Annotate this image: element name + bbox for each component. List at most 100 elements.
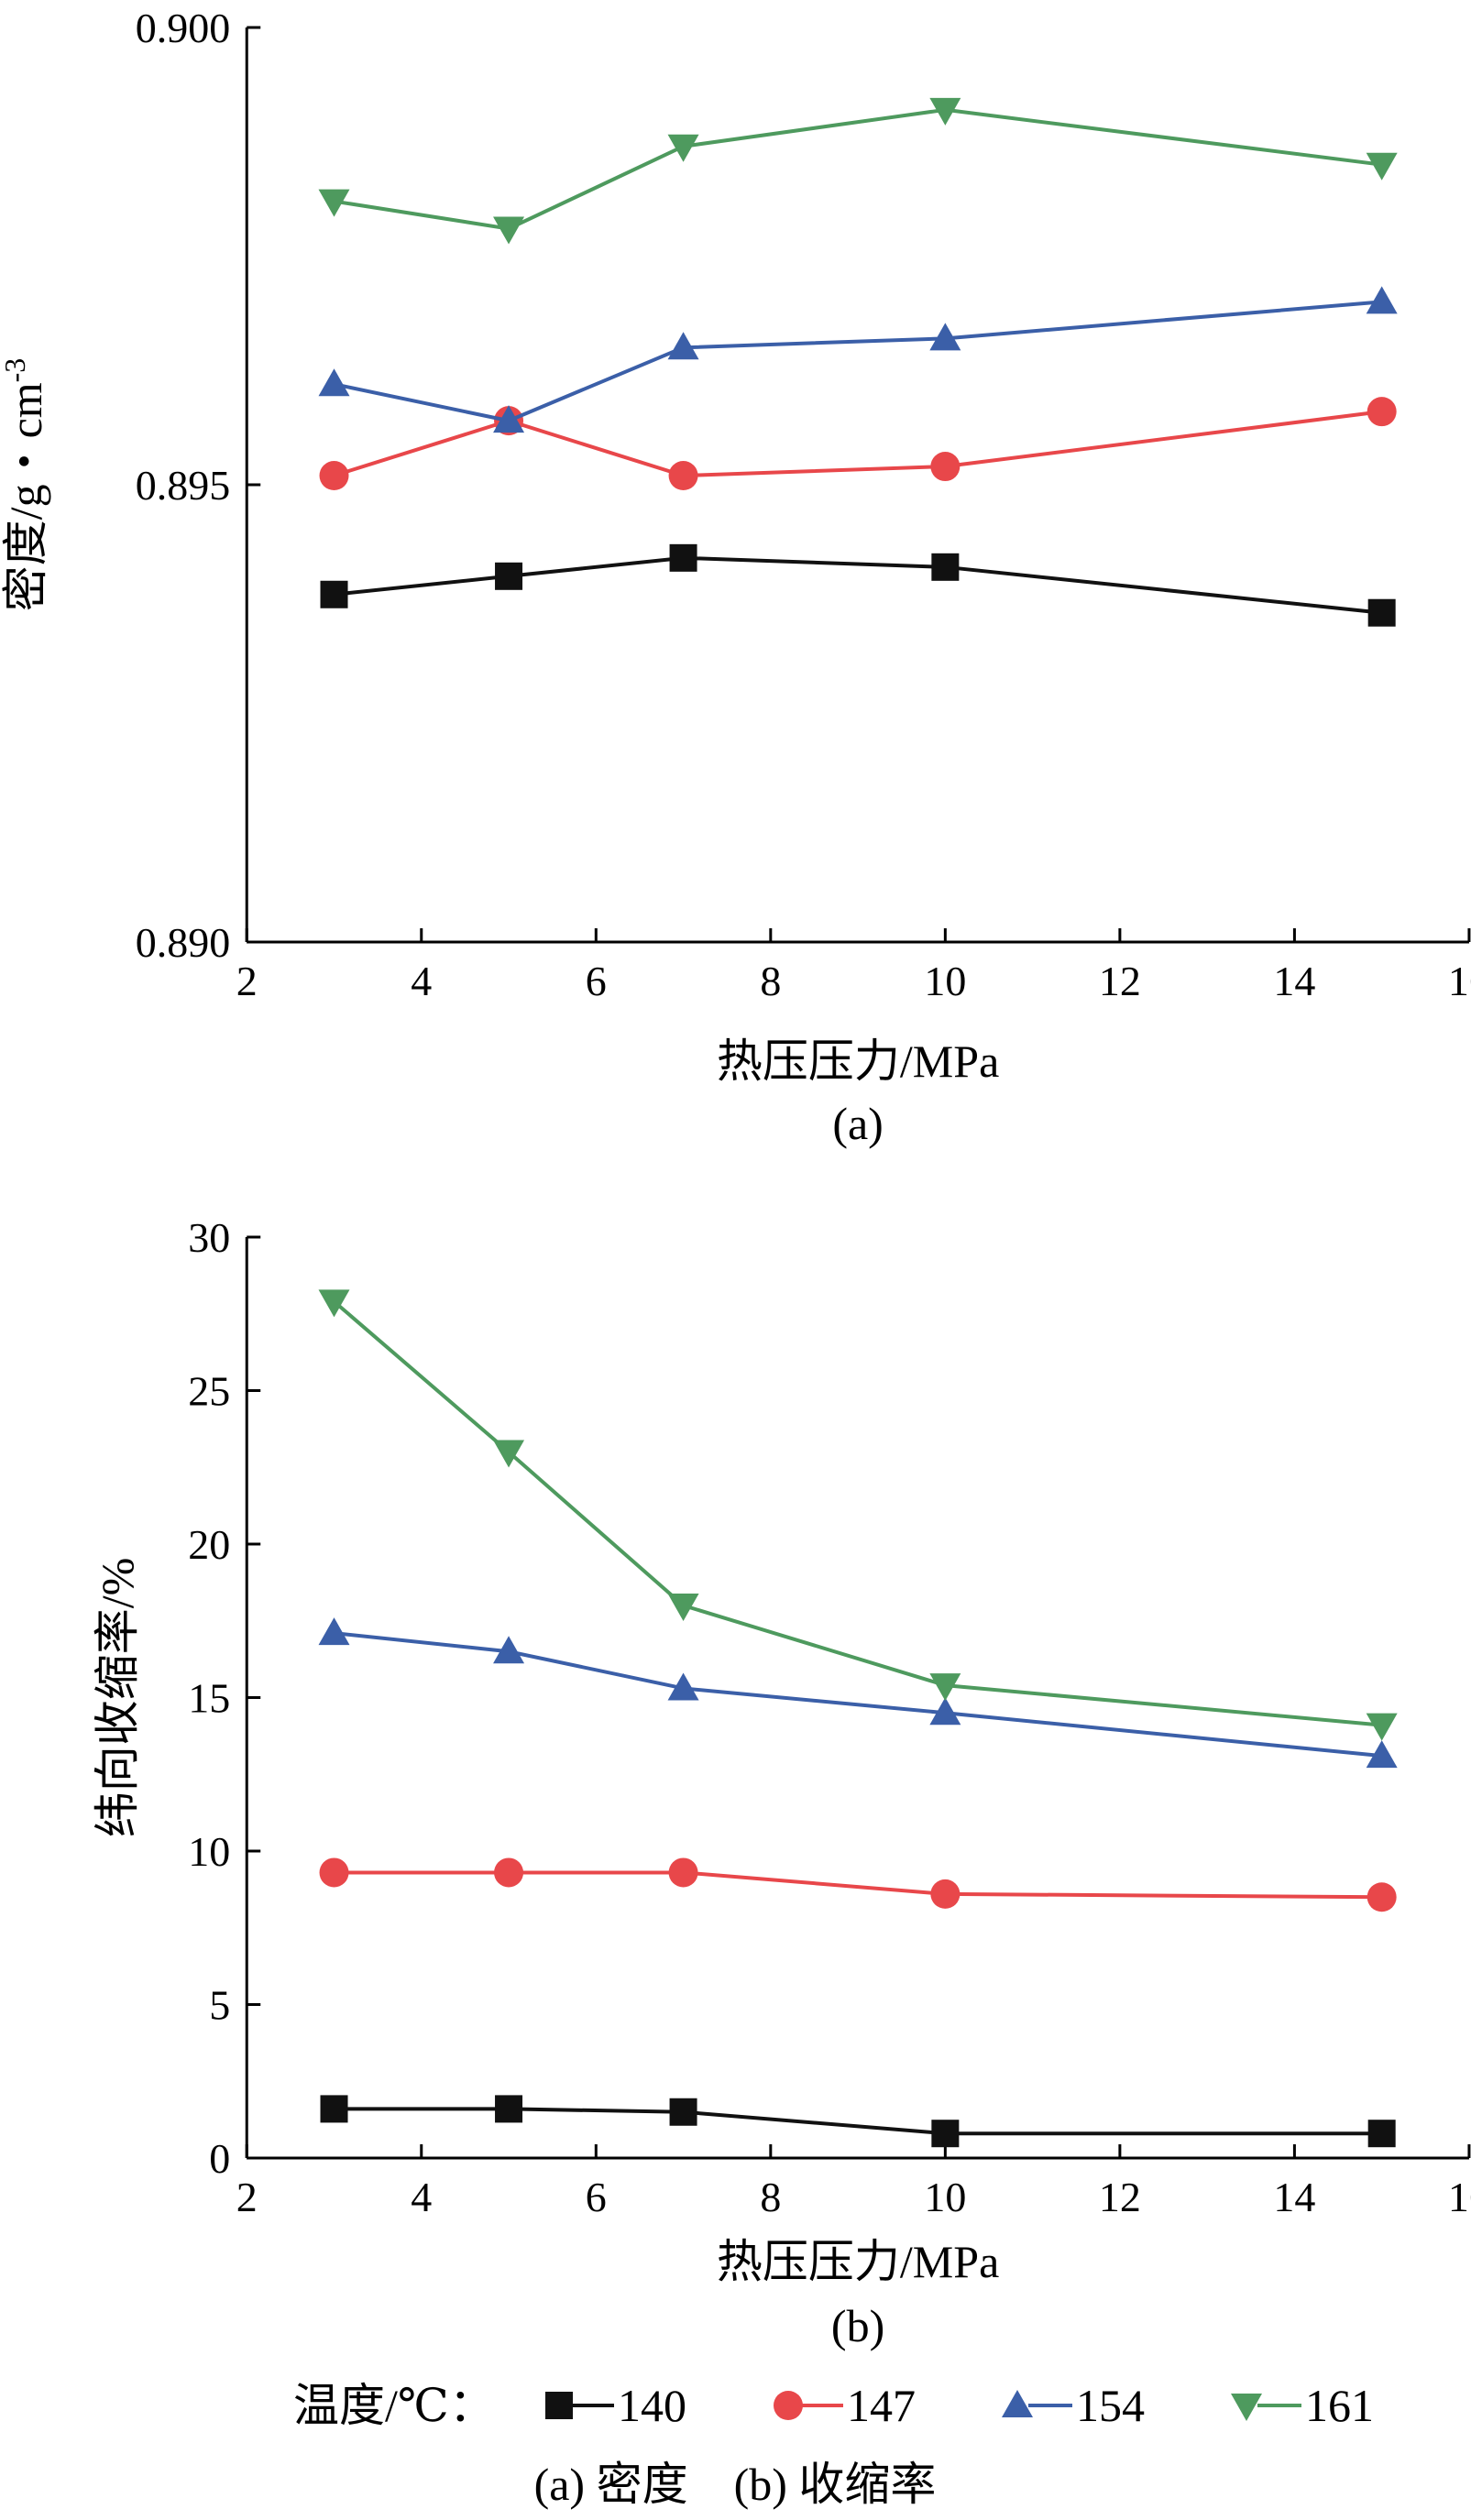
y-axis-title-text: 密度/g・cm (0, 382, 51, 611)
data-point-140 (931, 2120, 960, 2148)
shrinkage-chart-panel: 2 4 6 8 10 12 14 16 0 5 10 15 20 25 30 热压压力/MPa 纬向收缩率/% (… (92, 1214, 1471, 2351)
data-point-154 (493, 405, 525, 433)
data-point-140 (1367, 598, 1396, 627)
data-point-154 (493, 1636, 525, 1664)
data-point-140 (495, 2095, 523, 2123)
series-line-161 (334, 107, 1382, 231)
legend-label-154: 154 (1076, 2380, 1145, 2431)
data-point-147 (668, 1857, 698, 1888)
legend-marker-161 (1231, 2394, 1262, 2421)
series-line-140 (334, 2107, 1382, 2136)
x-tick-label: 10 (924, 2174, 966, 2220)
x-tick-label: 6 (586, 958, 607, 1004)
legend-label-161: 161 (1305, 2380, 1374, 2431)
data-point-140 (669, 543, 697, 572)
x-tick-label: 8 (760, 958, 781, 1004)
density-chart-panel: 2 4 6 8 10 12 14 16 0.890 0.895 0.900 热压压力/MPa 密度/g・… (0, 5, 1471, 1149)
data-point-161 (1366, 1713, 1398, 1741)
data-point-154 (318, 368, 350, 397)
data-point-147 (930, 1879, 961, 1909)
data-point-161 (493, 216, 525, 245)
y-tick-label: 0.895 (136, 462, 231, 509)
data-point-147 (668, 461, 698, 491)
data-point-161 (929, 97, 961, 126)
data-point-140 (320, 2095, 348, 2123)
x-tick-label: 10 (924, 958, 966, 1004)
data-point-154 (667, 332, 699, 360)
y-tick-label: 15 (188, 1675, 230, 1722)
legend-label-140: 140 (618, 2380, 686, 2431)
x-tick-label: 6 (586, 2174, 607, 2220)
data-point-147 (1367, 397, 1397, 427)
legend-label-147: 147 (847, 2380, 916, 2431)
y-axis-title: 纬向收缩率/% (92, 1558, 143, 1838)
data-point-147 (1367, 1882, 1397, 1912)
legend-item-161: 161 (1231, 2380, 1374, 2431)
series-line-154 (334, 300, 1382, 423)
legend-item-154: 154 (1002, 2380, 1145, 2431)
data-point-147 (494, 1857, 524, 1888)
y-axis-title-text: 纬向收缩率/% (92, 1558, 143, 1838)
data-point-154 (1366, 286, 1398, 314)
y-tick-label: 30 (188, 1214, 230, 1261)
series-line-161 (333, 1299, 1382, 1727)
x-tick-label: 2 (236, 958, 258, 1004)
x-axis-title: 热压压力/MPa (717, 1035, 999, 1087)
data-point-140 (669, 2098, 697, 2126)
data-point-140 (1367, 2120, 1396, 2148)
legend-marker-140 (545, 2392, 573, 2419)
data-point-161 (929, 1673, 961, 1702)
data-point-154 (1366, 1740, 1398, 1769)
series-line-154 (334, 1631, 1382, 1759)
legend-marker-147 (774, 2391, 803, 2420)
y-tick-label: 0.890 (136, 919, 231, 966)
data-point-147 (930, 452, 961, 482)
x-tick-label: 14 (1273, 958, 1315, 1004)
y-tick-label: 5 (209, 1982, 230, 2029)
series-line-140 (334, 555, 1382, 615)
data-point-147 (319, 1857, 349, 1888)
data-point-154 (667, 1672, 699, 1701)
data-point-161 (667, 134, 699, 162)
legend-marker-154 (1002, 2390, 1033, 2417)
x-tick-label: 12 (1099, 958, 1141, 1004)
data-point-161 (493, 1440, 525, 1468)
x-tick-label: 4 (411, 2174, 432, 2220)
legend-title: 温度/℃： (293, 2380, 495, 2431)
data-point-140 (495, 562, 523, 590)
figure-caption: (a) 密度 (b) 收缩率 (534, 2459, 937, 2510)
data-point-161 (1366, 152, 1398, 181)
y-tick-label: 10 (188, 1828, 230, 1875)
series-line-147 (333, 410, 1382, 478)
x-tick-label: 4 (411, 958, 432, 1004)
x-tick-label: 14 (1273, 2174, 1315, 2220)
data-point-154 (318, 1617, 350, 1646)
y-tick-label: 0 (209, 2135, 230, 2182)
panel-label: (a) (832, 1098, 884, 1149)
x-tick-label: 12 (1099, 2174, 1141, 2220)
data-point-161 (318, 189, 350, 217)
data-point-147 (319, 461, 349, 491)
x-tick-label: 16 (1448, 958, 1471, 1004)
series-line-147 (334, 1870, 1382, 1900)
data-point-140 (931, 553, 960, 581)
x-tick-label: 8 (760, 2174, 781, 2220)
data-point-161 (318, 1289, 350, 1318)
x-axis-title: 热压压力/MPa (717, 2236, 999, 2287)
y-tick-label: 20 (188, 1521, 230, 1568)
y-axis-title-superscript: -3 (0, 358, 31, 383)
panel-label: (b) (831, 2300, 884, 2351)
y-tick-label: 0.900 (136, 5, 231, 51)
data-point-140 (320, 580, 348, 608)
y-tick-label: 25 (188, 1368, 230, 1415)
y-axis-title: 密度/g・cm-3 (0, 358, 51, 612)
legend-item-147: 147 (774, 2380, 916, 2431)
data-point-154 (929, 1697, 961, 1726)
legend: 温度/℃： 140 147 154 161 (293, 2380, 1374, 2431)
x-tick-label: 16 (1448, 2174, 1471, 2220)
data-point-161 (667, 1594, 699, 1621)
x-tick-label: 2 (236, 2174, 258, 2220)
legend-item-140: 140 (545, 2380, 686, 2431)
data-point-154 (929, 323, 961, 351)
